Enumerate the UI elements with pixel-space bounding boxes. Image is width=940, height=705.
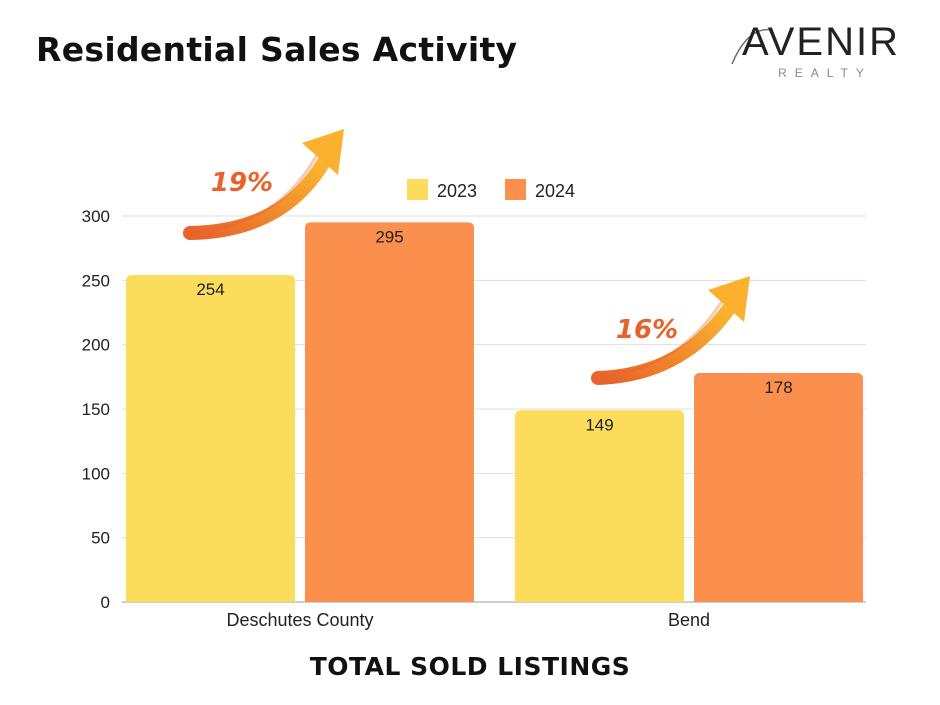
arrow-head <box>708 276 750 322</box>
y-tick-label: 200 <box>82 336 110 355</box>
category-labels: Deschutes County Bend <box>226 610 710 630</box>
legend-label: 2023 <box>437 181 477 201</box>
legend-label: 2024 <box>535 181 575 201</box>
category-label: Bend <box>668 610 710 630</box>
arrow-shaft <box>591 291 743 385</box>
arrow-shade <box>597 291 730 380</box>
arrow-shade <box>189 144 324 235</box>
growth-percent-label: 16% <box>616 315 678 345</box>
data-label: 295 <box>375 227 403 246</box>
bar-2024 <box>305 222 474 602</box>
avenir-realty-logo: AVENIR REALTY <box>726 16 916 86</box>
logo-swoosh-icon <box>731 28 773 65</box>
data-label: 254 <box>196 280 224 299</box>
y-tick-label: 50 <box>91 529 110 548</box>
bar-2023 <box>126 275 295 602</box>
y-tick-label: 300 <box>82 207 110 226</box>
chart-title: Residential Sales Activity <box>36 30 518 69</box>
arrow-head <box>302 129 344 175</box>
y-axis-ticks: 0 50 100 150 200 250 300 <box>82 207 110 612</box>
arrow-shaft <box>183 144 337 240</box>
legend: 2023 2024 <box>407 179 575 201</box>
y-tick-label: 100 <box>82 464 110 483</box>
logo-wordmark: AVENIR <box>742 20 900 64</box>
growth-arrow-icon <box>183 129 344 240</box>
logo-subtitle: REALTY <box>778 66 872 80</box>
growth-annotations: 19% 16% <box>183 129 750 385</box>
legend-swatch-2024 <box>505 179 526 200</box>
bar-2024 <box>694 372 863 602</box>
category-label: Deschutes County <box>226 610 373 630</box>
bars <box>126 222 863 602</box>
data-label: 149 <box>585 415 613 434</box>
legend-swatch-2023 <box>407 179 428 200</box>
bar-2023 <box>515 410 684 602</box>
data-labels: 254 295 149 178 <box>196 227 792 434</box>
y-tick-label: 0 <box>101 593 110 612</box>
data-label: 178 <box>764 378 792 397</box>
growth-percent-label: 19% <box>211 168 273 198</box>
x-axis-title: TOTAL SOLD LISTINGS <box>309 652 631 681</box>
growth-arrow-icon <box>591 276 750 385</box>
y-tick-label: 250 <box>82 271 110 290</box>
y-tick-label: 150 <box>82 400 110 419</box>
